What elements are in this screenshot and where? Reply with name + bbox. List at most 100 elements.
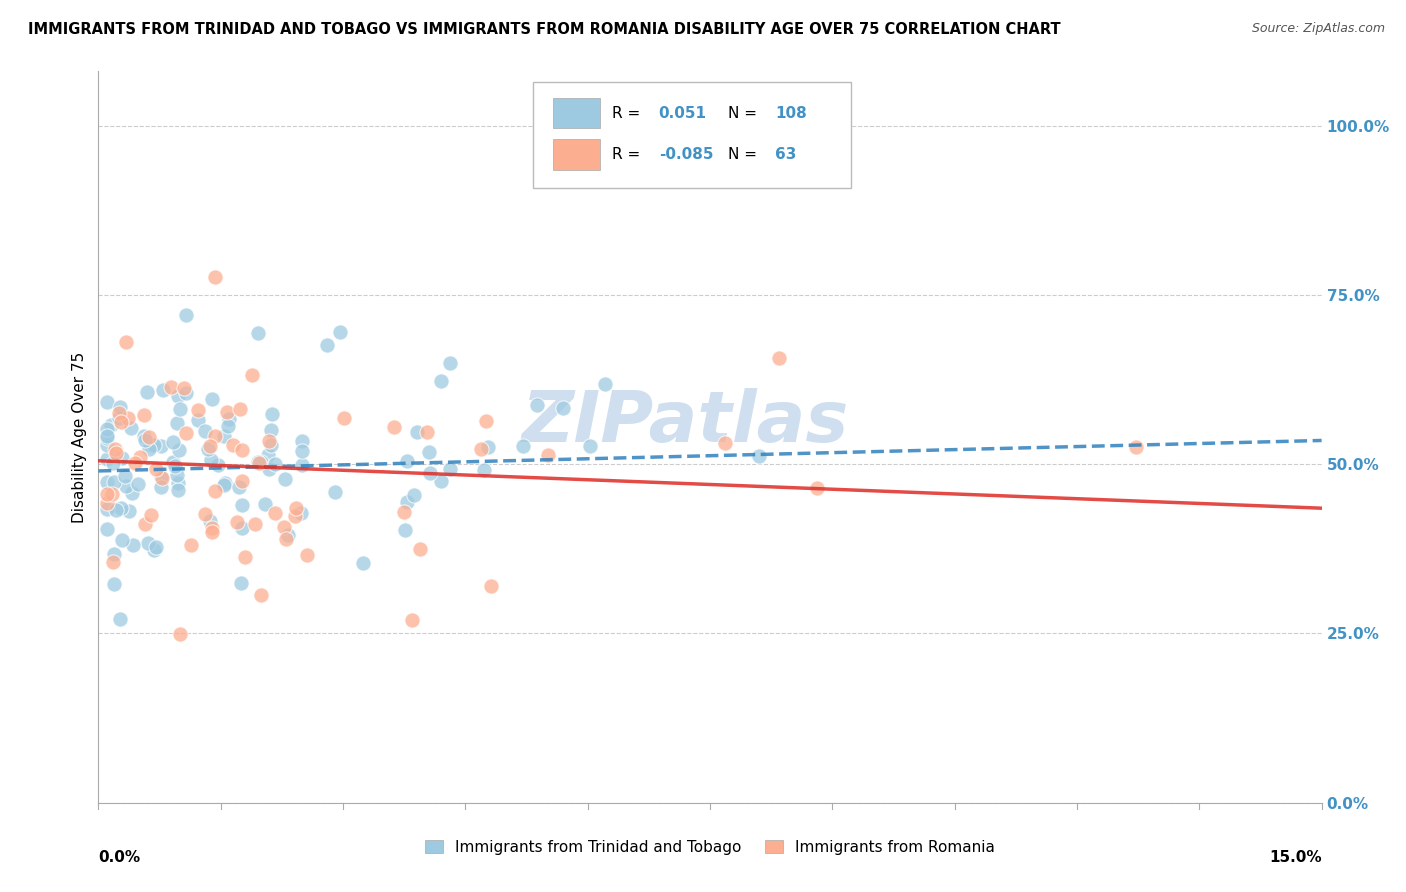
Point — [419, 467, 441, 481]
Point — [135, 385, 157, 400]
Point — [392, 504, 415, 518]
Point — [262, 407, 284, 421]
Point — [291, 443, 314, 458]
Point — [104, 442, 127, 456]
Point — [250, 455, 273, 469]
Point — [200, 452, 222, 467]
Point — [329, 325, 352, 339]
Point — [103, 475, 125, 489]
Point — [472, 463, 495, 477]
Point — [129, 450, 152, 465]
Point — [174, 386, 197, 401]
Point — [141, 437, 163, 451]
Point — [103, 547, 125, 561]
Point — [217, 419, 239, 434]
Point — [240, 368, 263, 382]
Point — [162, 455, 184, 469]
Point — [229, 576, 252, 591]
Point — [475, 414, 498, 428]
Point — [108, 410, 131, 425]
Point — [273, 520, 295, 534]
Point — [260, 438, 283, 452]
Point — [204, 270, 226, 285]
Point — [768, 351, 790, 365]
Point — [806, 481, 828, 495]
Point — [150, 480, 173, 494]
Point — [291, 434, 314, 448]
Point — [479, 579, 502, 593]
Point — [136, 536, 159, 550]
Point — [111, 533, 134, 548]
Point — [284, 508, 307, 523]
Point — [105, 503, 128, 517]
Point — [553, 401, 575, 415]
Point — [526, 398, 548, 412]
Point — [430, 475, 453, 489]
Point — [110, 400, 132, 414]
Point — [247, 456, 270, 470]
Point — [201, 525, 224, 540]
Point — [96, 522, 118, 536]
Text: 0.051: 0.051 — [658, 105, 707, 120]
Point — [285, 500, 308, 515]
Point — [333, 410, 356, 425]
Point — [166, 483, 188, 497]
Point — [138, 442, 160, 456]
Point — [108, 612, 131, 626]
Point — [96, 432, 118, 446]
Point — [290, 506, 312, 520]
Point — [291, 458, 314, 472]
Point — [512, 439, 534, 453]
Point — [127, 476, 149, 491]
Point — [200, 514, 222, 528]
Point — [416, 425, 439, 439]
Point — [169, 401, 191, 416]
Point — [748, 449, 770, 463]
Text: ZIPatlas: ZIPatlas — [522, 388, 849, 457]
Point — [382, 420, 405, 434]
Point — [409, 542, 432, 557]
Point — [228, 480, 250, 494]
Y-axis label: Disability Age Over 75: Disability Age Over 75 — [72, 351, 87, 523]
Point — [134, 517, 156, 532]
Point — [174, 425, 197, 440]
Point — [233, 550, 256, 565]
Point — [276, 532, 298, 546]
Point — [132, 429, 155, 443]
Point — [143, 542, 166, 557]
Point — [194, 507, 217, 521]
Point — [187, 403, 209, 417]
Point — [110, 415, 132, 429]
Point — [174, 308, 197, 322]
Point — [316, 338, 339, 352]
Point — [115, 334, 138, 349]
Legend: Immigrants from Trinidad and Tobago, Immigrants from Romania: Immigrants from Trinidad and Tobago, Imm… — [419, 834, 1001, 861]
Point — [439, 462, 461, 476]
Point — [96, 452, 118, 467]
Point — [134, 408, 156, 422]
Point — [243, 517, 266, 532]
Text: -0.085: -0.085 — [658, 147, 713, 162]
Point — [215, 405, 238, 419]
Point — [101, 555, 124, 569]
Point — [295, 549, 318, 563]
Point — [247, 326, 270, 341]
Point — [212, 429, 235, 443]
Point — [101, 487, 124, 501]
Point — [145, 540, 167, 554]
Point — [167, 389, 190, 403]
FancyBboxPatch shape — [554, 98, 600, 128]
Point — [401, 613, 423, 627]
Point — [120, 420, 142, 434]
Point — [394, 523, 416, 537]
Point — [101, 456, 124, 470]
Point — [194, 424, 217, 438]
Point — [477, 440, 499, 454]
Point — [138, 430, 160, 444]
Text: IMMIGRANTS FROM TRINIDAD AND TOBAGO VS IMMIGRANTS FROM ROMANIA DISABILITY AGE OV: IMMIGRANTS FROM TRINIDAD AND TOBAGO VS I… — [28, 22, 1060, 37]
Point — [231, 442, 253, 457]
Point — [247, 455, 270, 469]
Point — [396, 495, 419, 509]
Point — [226, 516, 249, 530]
Point — [167, 442, 190, 457]
